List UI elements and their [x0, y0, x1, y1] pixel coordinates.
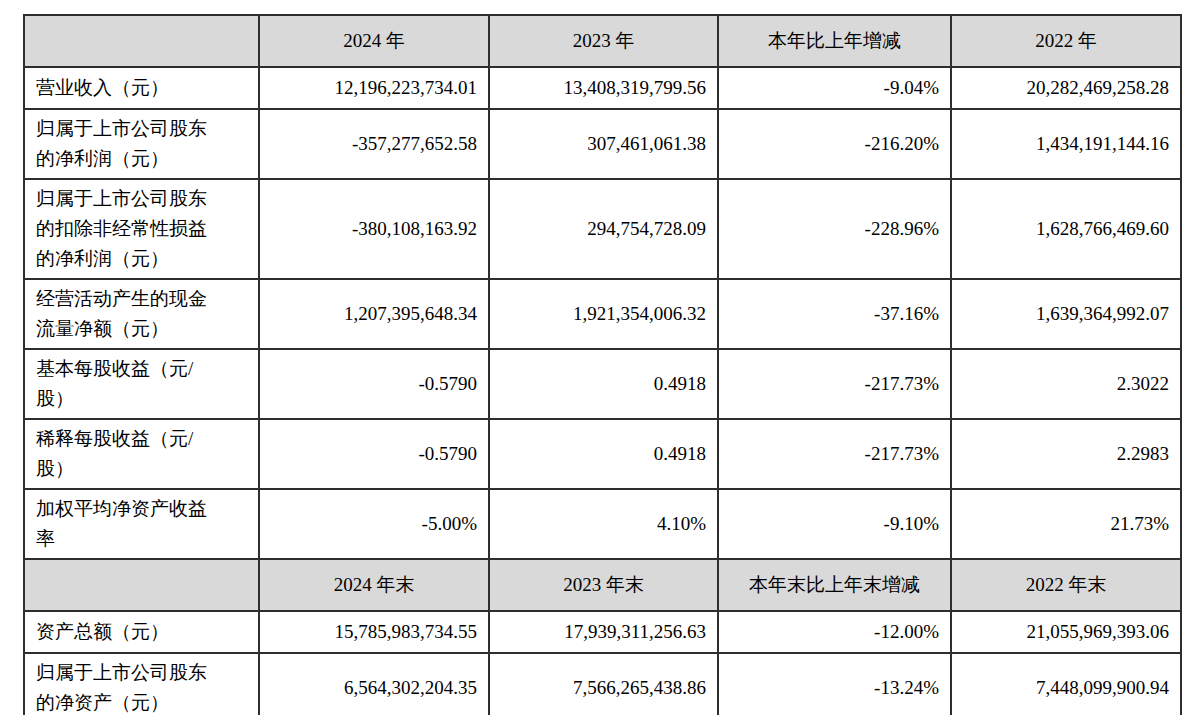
value-cell: -217.73%	[718, 419, 951, 489]
row-label: 营业收入（元）	[24, 67, 259, 109]
value-cell: -12.00%	[718, 611, 951, 653]
value-cell: -380,108,163.92	[259, 179, 489, 279]
table-row-net-assets: 归属于上市公司股东 的净资产（元） 6,564,302,204.35 7,566…	[24, 653, 1181, 715]
value-cell: 2.2983	[951, 419, 1181, 489]
value-cell: 1,628,766,469.60	[951, 179, 1181, 279]
value-cell: 1,434,191,144.16	[951, 109, 1181, 179]
value-cell: 0.4918	[489, 419, 718, 489]
value-cell: 1,921,354,006.32	[489, 279, 718, 349]
row-label: 基本每股收益（元/ 股）	[24, 349, 259, 419]
value-cell: -217.73%	[718, 349, 951, 419]
corner-cell-blank	[24, 15, 259, 67]
value-cell: 0.4918	[489, 349, 718, 419]
header-row-annual: 2024 年 2023 年 本年比上年增减 2022 年	[24, 15, 1181, 67]
column-header-2024: 2024 年	[259, 15, 489, 67]
table-row-operating-cash-flow: 经营活动产生的现金 流量净额（元） 1,207,395,648.34 1,921…	[24, 279, 1181, 349]
column-header-2023: 2023 年	[489, 15, 718, 67]
table-row-total-assets: 资产总额（元） 15,785,983,734.55 17,939,311,256…	[24, 611, 1181, 653]
value-cell: -0.5790	[259, 419, 489, 489]
value-cell: 7,448,099,900.94	[951, 653, 1181, 715]
financial-summary-table: 2024 年 2023 年 本年比上年增减 2022 年 营业收入（元） 12,…	[23, 14, 1182, 715]
value-cell: 20,282,469,258.28	[951, 67, 1181, 109]
row-label: 资产总额（元）	[24, 611, 259, 653]
column-header-2023-end: 2023 年末	[489, 559, 718, 611]
value-cell: 6,564,302,204.35	[259, 653, 489, 715]
value-cell: 2.3022	[951, 349, 1181, 419]
value-cell: -5.00%	[259, 489, 489, 559]
value-cell: -37.16%	[718, 279, 951, 349]
header-row-year-end: 2024 年末 2023 年末 本年末比上年末增减 2022 年末	[24, 559, 1181, 611]
value-cell: 21,055,969,393.06	[951, 611, 1181, 653]
corner-cell-blank	[24, 559, 259, 611]
row-label: 稀释每股收益（元/ 股）	[24, 419, 259, 489]
table-row-basic-eps: 基本每股收益（元/ 股） -0.5790 0.4918 -217.73% 2.3…	[24, 349, 1181, 419]
value-cell: 21.73%	[951, 489, 1181, 559]
value-cell: 17,939,311,256.63	[489, 611, 718, 653]
value-cell: 1,639,364,992.07	[951, 279, 1181, 349]
value-cell: -13.24%	[718, 653, 951, 715]
value-cell: 307,461,061.38	[489, 109, 718, 179]
column-header-yoy-change: 本年比上年增减	[718, 15, 951, 67]
row-label: 归属于上市公司股东 的净资产（元）	[24, 653, 259, 715]
column-header-2022: 2022 年	[951, 15, 1181, 67]
value-cell: -216.20%	[718, 109, 951, 179]
table-row-operating-revenue: 营业收入（元） 12,196,223,734.01 13,408,319,799…	[24, 67, 1181, 109]
value-cell: 7,566,265,438.86	[489, 653, 718, 715]
column-header-2022-end: 2022 年末	[951, 559, 1181, 611]
table-row-net-profit: 归属于上市公司股东 的净利润（元） -357,277,652.58 307,46…	[24, 109, 1181, 179]
value-cell: -9.04%	[718, 67, 951, 109]
value-cell: -357,277,652.58	[259, 109, 489, 179]
value-cell: -228.96%	[718, 179, 951, 279]
table-row-weighted-avg-roe: 加权平均净资产收益 率 -5.00% 4.10% -9.10% 21.73%	[24, 489, 1181, 559]
value-cell: -9.10%	[718, 489, 951, 559]
value-cell: 4.10%	[489, 489, 718, 559]
row-label: 归属于上市公司股东 的扣除非经常性损益 的净利润（元）	[24, 179, 259, 279]
value-cell: 13,408,319,799.56	[489, 67, 718, 109]
column-header-year-end-change: 本年末比上年末增减	[718, 559, 951, 611]
row-label: 经营活动产生的现金 流量净额（元）	[24, 279, 259, 349]
value-cell: 15,785,983,734.55	[259, 611, 489, 653]
value-cell: 12,196,223,734.01	[259, 67, 489, 109]
row-label: 归属于上市公司股东 的净利润（元）	[24, 109, 259, 179]
table-row-net-profit-excl-nonrecurring: 归属于上市公司股东 的扣除非经常性损益 的净利润（元） -380,108,163…	[24, 179, 1181, 279]
row-label: 加权平均净资产收益 率	[24, 489, 259, 559]
column-header-2024-end: 2024 年末	[259, 559, 489, 611]
value-cell: 1,207,395,648.34	[259, 279, 489, 349]
table-row-diluted-eps: 稀释每股收益（元/ 股） -0.5790 0.4918 -217.73% 2.2…	[24, 419, 1181, 489]
value-cell: -0.5790	[259, 349, 489, 419]
value-cell: 294,754,728.09	[489, 179, 718, 279]
document-page: 2024 年 2023 年 本年比上年增减 2022 年 营业收入（元） 12,…	[0, 0, 1200, 715]
